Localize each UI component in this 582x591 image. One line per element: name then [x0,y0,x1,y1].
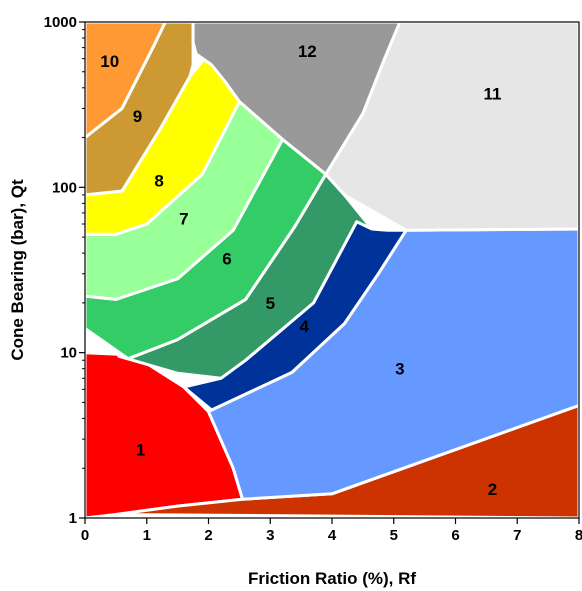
x-tick-label: 3 [266,527,274,544]
zone-3-label: 3 [395,360,404,379]
y-tick-label: 1 [69,510,77,527]
zone-1-label: 1 [136,440,145,459]
y-tick-label: 10 [60,345,77,362]
x-axis-label: Friction Ratio (%), Rf [248,569,416,588]
zone-areas [85,22,579,518]
zone-8-label: 8 [154,172,163,191]
zone-4-label: 4 [299,317,309,336]
x-tick-label: 1 [143,527,151,544]
y-axis-ticks: 1 10 100 1000 [44,14,85,527]
zone-12-area [191,22,402,176]
zone-2-label: 2 [488,480,497,499]
zone-12-label: 12 [298,42,317,61]
y-tick-label: 1000 [44,14,77,31]
zone-11-label: 11 [484,84,502,103]
y-tick-label: 100 [52,179,77,196]
x-tick-label: 0 [81,527,89,544]
y-axis-label: Cone Bearing (bar), Qt [8,179,27,361]
x-tick-label: 2 [204,527,212,544]
x-tick-label: 8 [575,527,582,544]
x-axis-ticks: 0 1 2 3 4 5 6 7 8 [81,518,582,544]
zone-10-label: 10 [100,52,119,71]
x-tick-label: 7 [513,527,521,544]
zone-10-area [85,22,167,140]
zone-6-label: 6 [222,250,231,269]
zone-9-label: 9 [133,107,142,126]
x-tick-label: 4 [328,527,337,544]
x-tick-label: 6 [451,527,459,544]
zone-7-label: 7 [179,209,188,228]
x-tick-label: 5 [390,527,398,544]
zone-5-label: 5 [266,294,275,313]
